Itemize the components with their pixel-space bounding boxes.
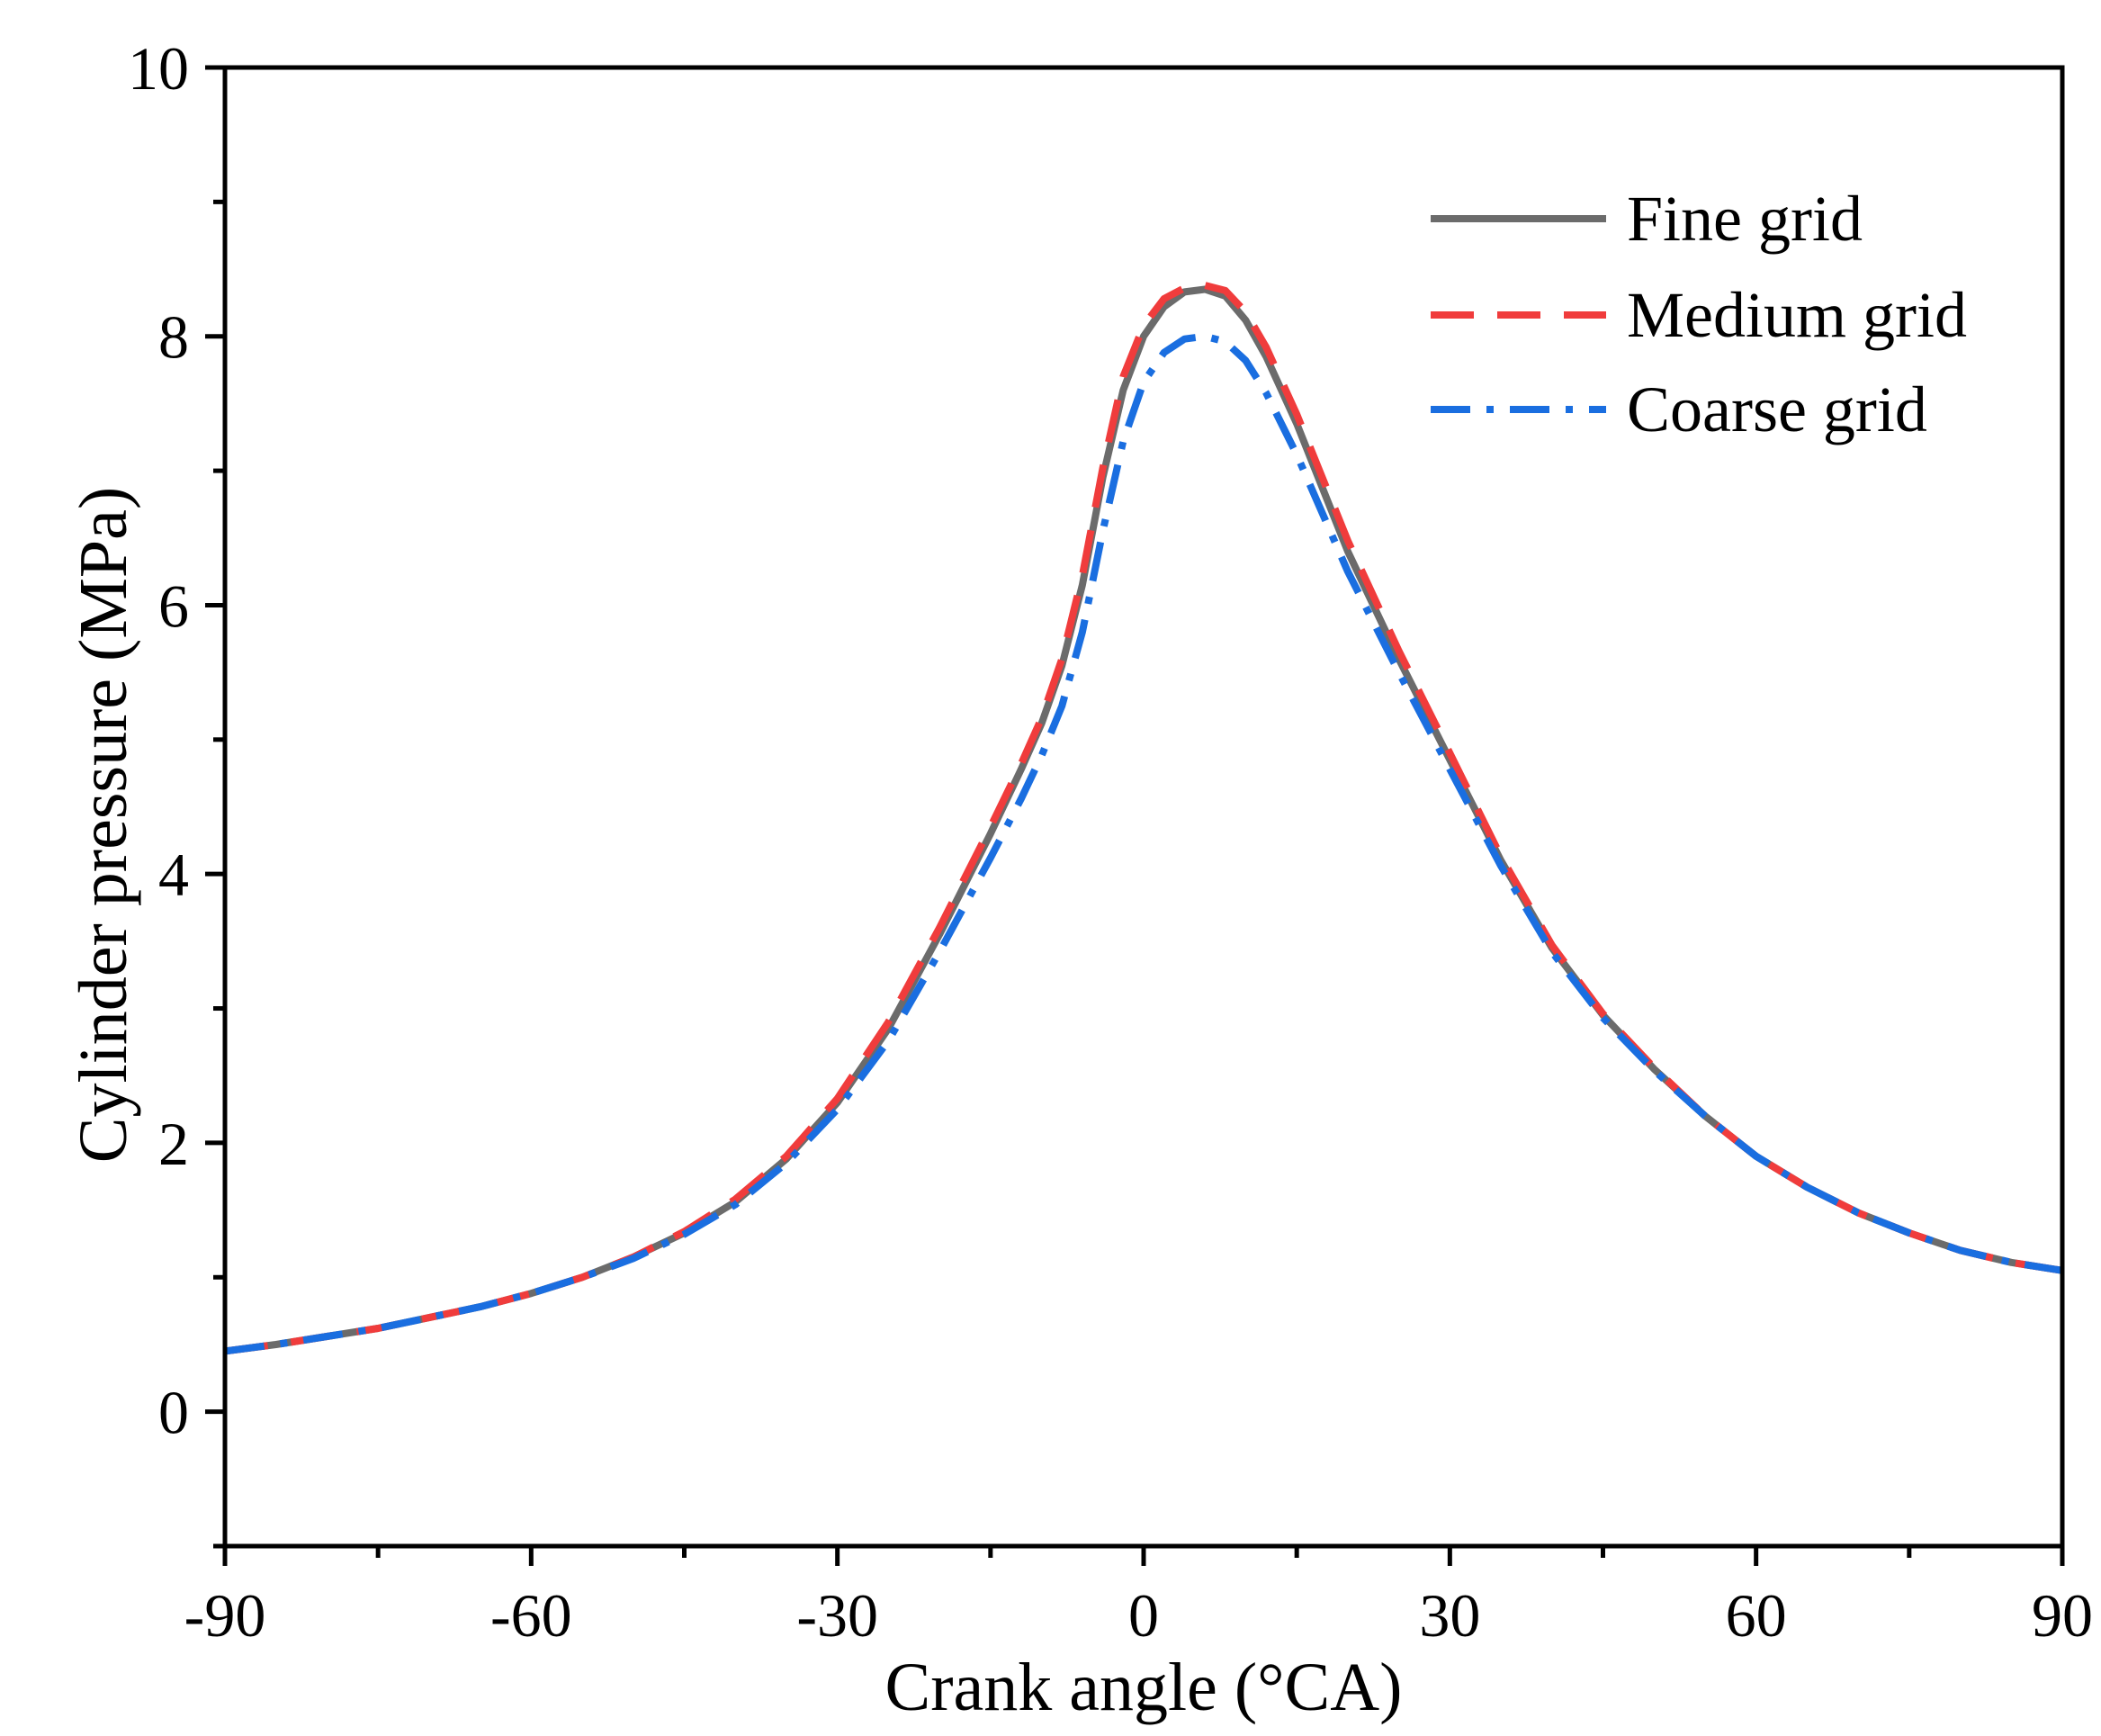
series-line-fine-grid <box>224 285 2063 1355</box>
y-tick-label: 8 <box>158 303 189 372</box>
y-axis-label: Cylinder pressure (MPa) <box>66 487 141 1163</box>
y-tick-label: 10 <box>128 34 189 103</box>
axis-tick-labels: -90 -60 -30 0 30 60 90 0 2 4 6 8 10 <box>128 34 2093 1650</box>
series-line-coarse-grid <box>224 332 2063 1355</box>
plot-frame <box>222 65 2065 1549</box>
x-tick-label: -60 <box>490 1581 572 1650</box>
x-tick-label: -90 <box>184 1581 266 1650</box>
y-tick-label: 0 <box>158 1379 189 1447</box>
legend: Fine grid Medium grid Coarse grid <box>1431 183 1967 445</box>
y-tick-label: 4 <box>158 841 189 909</box>
x-axis-label: Crank angle (°CA) <box>885 1650 1403 1725</box>
legend-label-fine-grid: Fine grid <box>1627 183 1863 255</box>
x-tick-label: 90 <box>2032 1581 2093 1650</box>
legend-label-medium-grid: Medium grid <box>1627 279 1967 351</box>
y-tick-label: 6 <box>158 571 189 640</box>
y-tick-label: 2 <box>158 1110 189 1178</box>
x-tick-label: 60 <box>1726 1581 1787 1650</box>
x-tick-label: -30 <box>796 1581 878 1650</box>
legend-label-coarse-grid: Coarse grid <box>1627 373 1927 445</box>
x-tick-label: 0 <box>1128 1581 1159 1650</box>
x-tick-label: 30 <box>1419 1581 1480 1650</box>
plot-lines <box>224 282 2063 1355</box>
